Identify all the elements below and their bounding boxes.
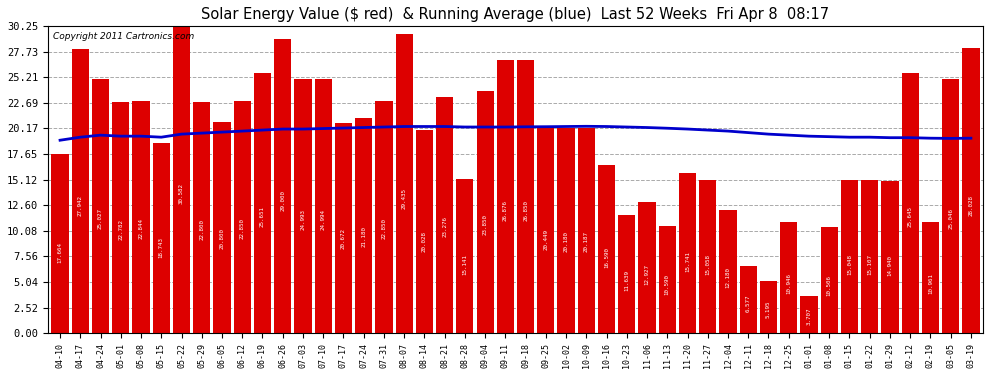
Bar (476, 91, 494, 333)
Text: 25.651: 25.651 (260, 206, 265, 226)
Text: 25.645: 25.645 (908, 206, 913, 226)
Bar (51, 154, 68, 333)
Bar (861, 180, 878, 333)
Bar (841, 180, 858, 333)
Text: 11.639: 11.639 (625, 270, 630, 291)
Bar (800, 296, 818, 333)
Bar (962, 48, 979, 333)
Text: 10.961: 10.961 (928, 273, 933, 294)
Bar (335, 123, 352, 333)
Text: 6.577: 6.577 (745, 294, 750, 312)
Text: 22.850: 22.850 (381, 218, 386, 239)
Bar (780, 222, 797, 333)
Text: 15.741: 15.741 (685, 251, 690, 272)
Text: 10.946: 10.946 (786, 273, 791, 294)
Bar (133, 101, 149, 333)
Text: Copyright 2011 Cartronics.com: Copyright 2011 Cartronics.com (52, 32, 194, 41)
Text: 16.590: 16.590 (604, 247, 609, 268)
Bar (902, 73, 919, 333)
Text: 25.027: 25.027 (98, 209, 103, 230)
Bar (618, 215, 636, 333)
Text: 20.449: 20.449 (544, 229, 548, 250)
Bar (274, 39, 291, 333)
Text: 15.141: 15.141 (462, 254, 467, 274)
Bar (234, 101, 250, 333)
Bar (557, 128, 574, 333)
Text: 3.707: 3.707 (807, 308, 812, 325)
Bar (598, 165, 615, 333)
Bar (396, 34, 413, 333)
Bar (71, 50, 89, 333)
Text: 22.850: 22.850 (240, 218, 245, 239)
Text: 10.590: 10.590 (665, 274, 670, 296)
Bar (639, 202, 655, 333)
Text: 10.506: 10.506 (827, 275, 832, 296)
Bar (821, 226, 838, 333)
Text: 25.046: 25.046 (948, 208, 953, 229)
Bar (294, 80, 312, 333)
Text: 15.107: 15.107 (867, 254, 872, 275)
Text: 20.187: 20.187 (584, 231, 589, 252)
Bar (193, 102, 210, 333)
Text: 22.800: 22.800 (199, 219, 204, 240)
Bar (173, 22, 190, 333)
Bar (497, 60, 514, 333)
Bar (112, 102, 130, 333)
Text: 20.800: 20.800 (220, 228, 225, 249)
Text: 18.743: 18.743 (158, 237, 163, 258)
Bar (699, 180, 717, 333)
Bar (942, 79, 959, 333)
Text: 27.942: 27.942 (78, 195, 83, 216)
Bar (315, 79, 332, 333)
Bar (538, 126, 554, 333)
Bar (436, 97, 453, 333)
Bar (760, 280, 777, 333)
Bar (720, 210, 737, 333)
Bar (658, 226, 676, 333)
Text: 20.028: 20.028 (422, 231, 427, 252)
Text: 24.993: 24.993 (300, 209, 306, 230)
Bar (740, 267, 757, 333)
Bar (517, 60, 535, 333)
Text: 22.844: 22.844 (139, 218, 144, 239)
Text: 15.058: 15.058 (705, 254, 710, 275)
Text: 14.940: 14.940 (887, 255, 892, 276)
Bar (578, 128, 595, 333)
Bar (456, 180, 473, 333)
Bar (375, 101, 392, 333)
Text: 17.664: 17.664 (57, 242, 62, 263)
Text: 26.876: 26.876 (503, 200, 508, 221)
Text: 22.782: 22.782 (118, 219, 124, 240)
Text: 15.048: 15.048 (847, 254, 852, 275)
Text: 30.582: 30.582 (179, 183, 184, 204)
Bar (214, 122, 231, 333)
Bar (679, 173, 696, 333)
Bar (253, 73, 271, 333)
Text: 26.850: 26.850 (523, 200, 528, 221)
Text: 20.672: 20.672 (341, 228, 346, 249)
Bar (355, 118, 372, 333)
Text: 23.276: 23.276 (443, 216, 447, 237)
Text: 24.994: 24.994 (321, 209, 326, 230)
Text: 23.850: 23.850 (482, 214, 488, 235)
Bar (92, 79, 109, 333)
Bar (922, 222, 940, 333)
Bar (881, 182, 899, 333)
Text: 12.927: 12.927 (644, 264, 649, 285)
Text: 12.180: 12.180 (726, 267, 731, 288)
Text: 21.180: 21.180 (361, 226, 366, 247)
Bar (416, 130, 433, 333)
Text: 20.180: 20.180 (563, 231, 568, 252)
Text: 28.028: 28.028 (968, 195, 973, 216)
Text: 5.195: 5.195 (766, 301, 771, 318)
Text: 29.000: 29.000 (280, 190, 285, 211)
Title: Solar Energy Value ($ red)  & Running Average (blue)  Last 52 Weeks  Fri Apr 8  : Solar Energy Value ($ red) & Running Ave… (201, 7, 830, 22)
Text: 29.435: 29.435 (402, 188, 407, 209)
Bar (152, 143, 170, 333)
